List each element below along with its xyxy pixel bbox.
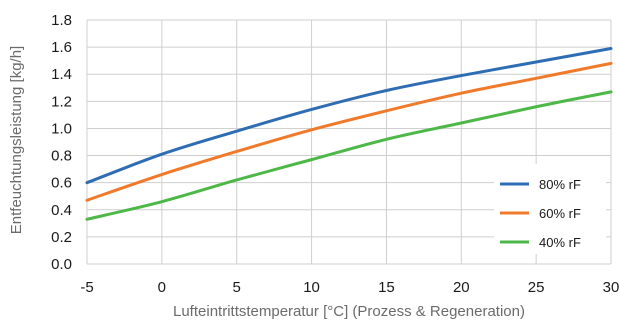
y-tick-label: 0.2 xyxy=(51,229,72,246)
y-tick-label: 1.4 xyxy=(51,66,72,83)
x-tick-label: 25 xyxy=(528,279,545,296)
y-tick-label: 1.0 xyxy=(51,120,72,137)
y-axis-title: Entfeuchtungsleistung [kg/h] xyxy=(8,46,25,234)
legend-label: 60% rF xyxy=(539,206,581,221)
x-tick-label: -5 xyxy=(80,279,93,296)
grid xyxy=(86,19,612,265)
y-tick-label: 0.8 xyxy=(51,148,72,165)
legend-label: 40% rF xyxy=(539,235,581,250)
legend-background xyxy=(494,164,606,254)
series-line-2 xyxy=(85,90,613,221)
x-tick-label: 10 xyxy=(303,279,320,296)
y-tick-label: 0.4 xyxy=(51,202,72,219)
x-tick-label: 5 xyxy=(233,279,241,296)
x-tick-label: 0 xyxy=(158,279,166,296)
x-axis-ticks: -5 0 5 10 15 20 25 30 xyxy=(80,279,619,296)
y-tick-label: 0.0 xyxy=(51,256,72,273)
x-tick-label: 20 xyxy=(453,279,470,296)
x-tick-label: 15 xyxy=(378,279,395,296)
y-axis-ticks: 0.0 0.2 0.4 0.6 0.8 1.0 1.2 1.4 1.6 1.8 xyxy=(51,12,72,273)
y-tick-label: 1.2 xyxy=(51,93,72,110)
x-tick-label: 30 xyxy=(603,279,619,296)
y-tick-label: 1.6 xyxy=(51,39,72,56)
legend-label: 80% rF xyxy=(539,177,581,192)
series-line-1 xyxy=(85,61,613,202)
series-lines xyxy=(85,46,613,221)
x-axis-title: Lufteintrittstemperatur [°C] (Prozess & … xyxy=(173,303,525,320)
y-tick-label: 0.6 xyxy=(51,175,72,192)
series-line-0 xyxy=(85,46,613,185)
y-tick-label: 1.8 xyxy=(51,12,72,29)
legend: 80% rF 60% rF 40% rF xyxy=(494,164,606,254)
